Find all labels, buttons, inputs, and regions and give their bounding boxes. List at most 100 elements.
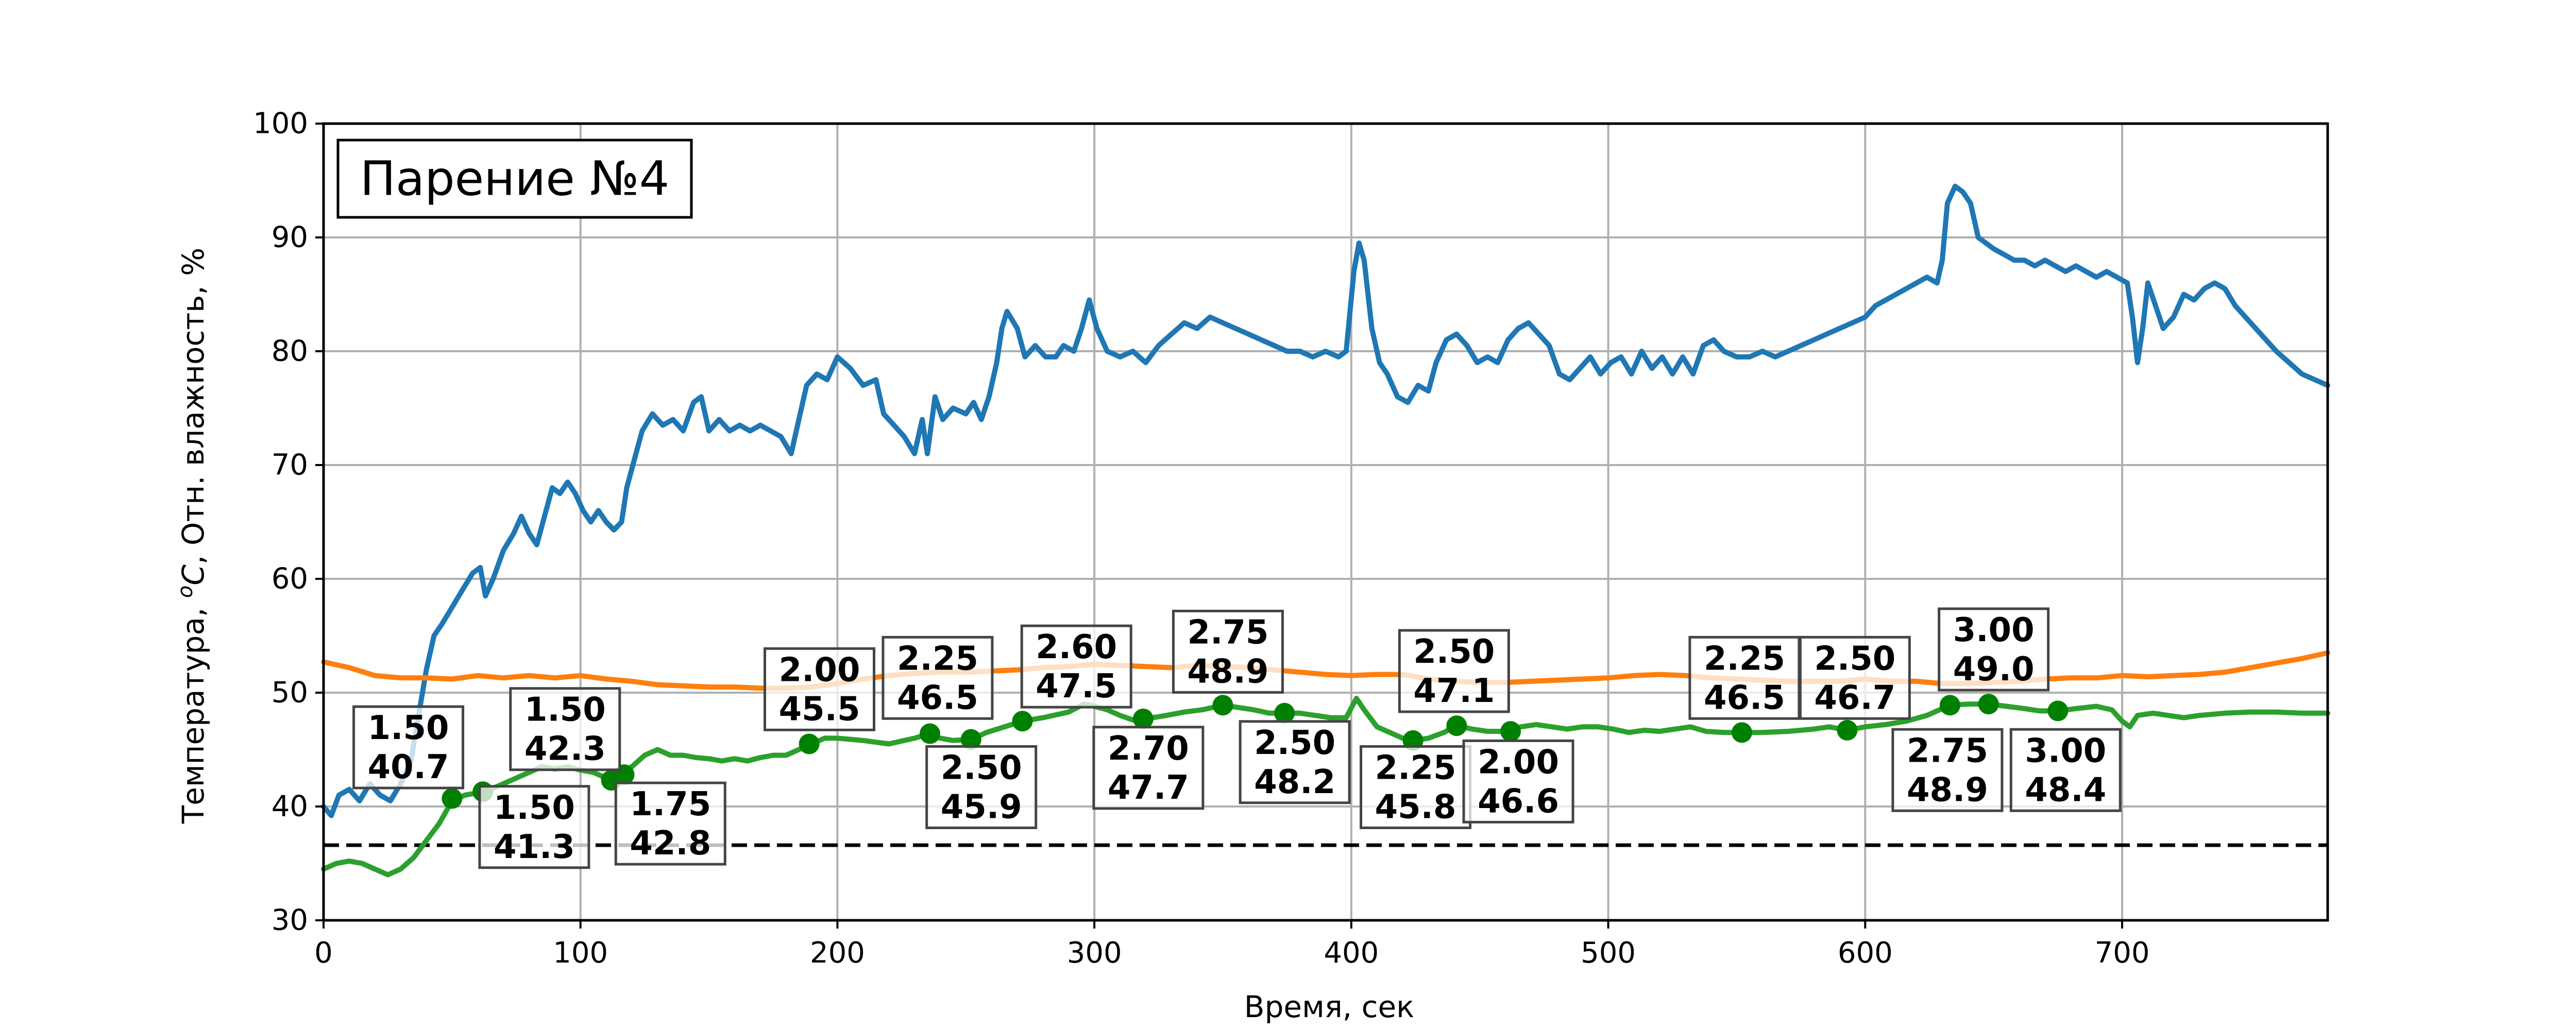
data-marker	[1274, 702, 1295, 724]
chart-title: Парение №4	[360, 151, 670, 207]
data-marker	[442, 788, 463, 809]
annotation-box	[2009, 728, 2122, 812]
annotation-box	[1172, 609, 1284, 694]
annotation-box	[478, 785, 590, 869]
annotation-box	[1092, 726, 1205, 810]
annotation-line2: 46.6	[1478, 782, 1559, 820]
annotation-box	[1398, 629, 1510, 713]
annotation-box	[1020, 624, 1132, 709]
annotation-line1: 2.50	[941, 749, 1022, 787]
plot-frame	[322, 122, 2329, 922]
data-marker	[919, 723, 940, 744]
y-tick-label: 90	[272, 221, 308, 254]
x-tick-label: 100	[553, 936, 608, 970]
annotation-line1: 2.70	[1108, 730, 1189, 768]
annotation-line1: 2.00	[779, 651, 860, 689]
x-tick-label: 300	[1067, 936, 1122, 970]
x-tick-label: 0	[314, 936, 333, 970]
series-line-0	[321, 183, 2330, 818]
annotation-line2: 41.3	[494, 828, 575, 866]
annotation-line1: 1.75	[630, 785, 711, 823]
annotation-line1: 2.50	[1254, 724, 1335, 762]
y-axis-label: Температура, oC, Отн. влажность, %	[174, 248, 211, 825]
data-marker	[1132, 708, 1154, 729]
annotation-box	[882, 636, 994, 720]
annotation-line1: 1.50	[368, 709, 449, 747]
annotation-line1: 2.75	[1188, 613, 1269, 651]
data-marker	[1500, 721, 1521, 742]
annotation-line1: 2.50	[1814, 640, 1895, 678]
x-axis-ticks: 0 100 200 300 400 500 600 700	[314, 920, 2149, 970]
annotation-line2: 45.5	[779, 690, 860, 728]
annotation-line2: 47.7	[1108, 769, 1189, 807]
y-tick-label: 50	[272, 676, 308, 710]
data-marker	[1446, 715, 1467, 736]
annotation-box	[1891, 728, 2004, 812]
annotation-line2: 48.9	[1907, 771, 1988, 809]
annotation-box	[509, 687, 621, 771]
annotation-box	[614, 781, 726, 866]
annotation-line2: 48.9	[1188, 653, 1269, 691]
plot-frame-group	[322, 122, 2329, 922]
annotation-line1: 1.50	[494, 789, 575, 827]
y-axis-label-main: Температура,	[176, 598, 211, 824]
annotation-line1: 3.00	[2025, 732, 2106, 770]
data-marker	[1837, 719, 1858, 741]
annotation-line1: 3.00	[1953, 611, 2035, 649]
annotation-box	[1462, 739, 1574, 823]
y-tick-label: 40	[272, 790, 308, 823]
x-axis-label: Время, сек	[1244, 989, 1414, 1024]
annotation-line2: 42.8	[630, 825, 711, 863]
annotation-box	[1799, 636, 1911, 720]
title-box-border	[336, 139, 693, 219]
annotation-line1: 2.00	[1478, 743, 1559, 781]
data-marker	[1978, 694, 1999, 715]
data-marker	[1731, 722, 1752, 743]
annotation-line2: 47.5	[1036, 667, 1117, 706]
annotation-line2: 49.0	[1953, 650, 2035, 689]
data-marker	[1939, 695, 1960, 716]
y-axis-label-sup-base: o	[174, 586, 197, 598]
data-marker	[1012, 711, 1033, 732]
y-axis-label-sup: C	[176, 564, 211, 586]
annotations-group: 1.5040.71.5042.31.5041.31.7542.82.0045.5…	[352, 607, 2122, 869]
annotation-box	[1239, 720, 1351, 804]
annotation-line1: 2.60	[1036, 628, 1117, 666]
annotation-box	[925, 745, 1038, 829]
y-tick-label: 30	[272, 904, 308, 937]
y-tick-label: 100	[253, 107, 308, 141]
annotation-line2: 45.9	[941, 788, 1022, 826]
annotation-line1: 2.25	[1704, 640, 1785, 678]
annotation-line2: 42.3	[524, 730, 606, 768]
annotation-line2: 47.1	[1413, 672, 1495, 710]
annotation-line1: 2.50	[1413, 633, 1495, 671]
x-tick-label: 400	[1324, 936, 1379, 970]
annotation-box	[1360, 745, 1472, 829]
annotation-box	[764, 647, 876, 731]
data-marker	[2047, 700, 2069, 722]
y-tick-label: 60	[272, 562, 308, 596]
annotation-box	[1688, 636, 1801, 720]
data-marker	[1212, 695, 1233, 716]
annotation-line1: 2.25	[897, 640, 978, 678]
annotation-box	[1938, 607, 2050, 692]
chart-title-box: Парение №4	[336, 139, 693, 219]
y-axis-ticks: 30 40 50 60 70 80 90 100	[253, 107, 324, 937]
annotation-box	[352, 705, 465, 789]
